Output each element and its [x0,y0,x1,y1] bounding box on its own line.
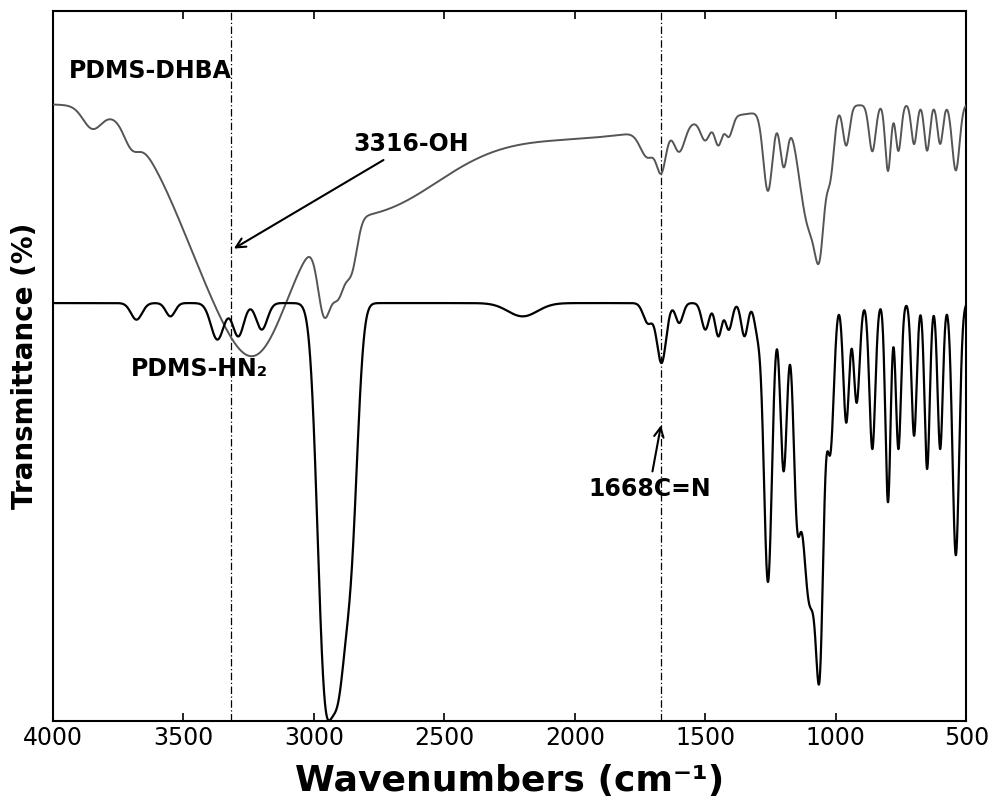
X-axis label: Wavenumbers (cm⁻¹): Wavenumbers (cm⁻¹) [295,764,724,798]
Text: 1668C=N: 1668C=N [588,427,711,501]
Text: PDMS-DHBA: PDMS-DHBA [69,59,232,83]
Y-axis label: Transmittance (%): Transmittance (%) [11,223,39,510]
Text: PDMS-HN₂: PDMS-HN₂ [131,358,268,381]
Text: 3316-OH: 3316-OH [236,132,469,248]
